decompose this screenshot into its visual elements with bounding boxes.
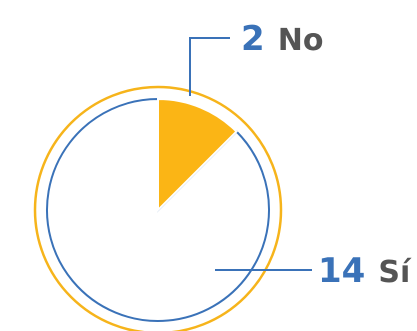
- callout-si: 14 Sí: [318, 251, 412, 291]
- callout-label-no: No: [278, 23, 324, 58]
- pie-outer-ring: [33, 85, 283, 331]
- callout-label-si: Sí: [378, 255, 412, 290]
- callout-value-no: 2: [241, 19, 265, 59]
- callout-line-no: [189, 37, 230, 96]
- callout-value-si: 14: [318, 251, 365, 291]
- callout-no: 2 No: [241, 19, 323, 59]
- pie-slice-no: [157, 97, 238, 213]
